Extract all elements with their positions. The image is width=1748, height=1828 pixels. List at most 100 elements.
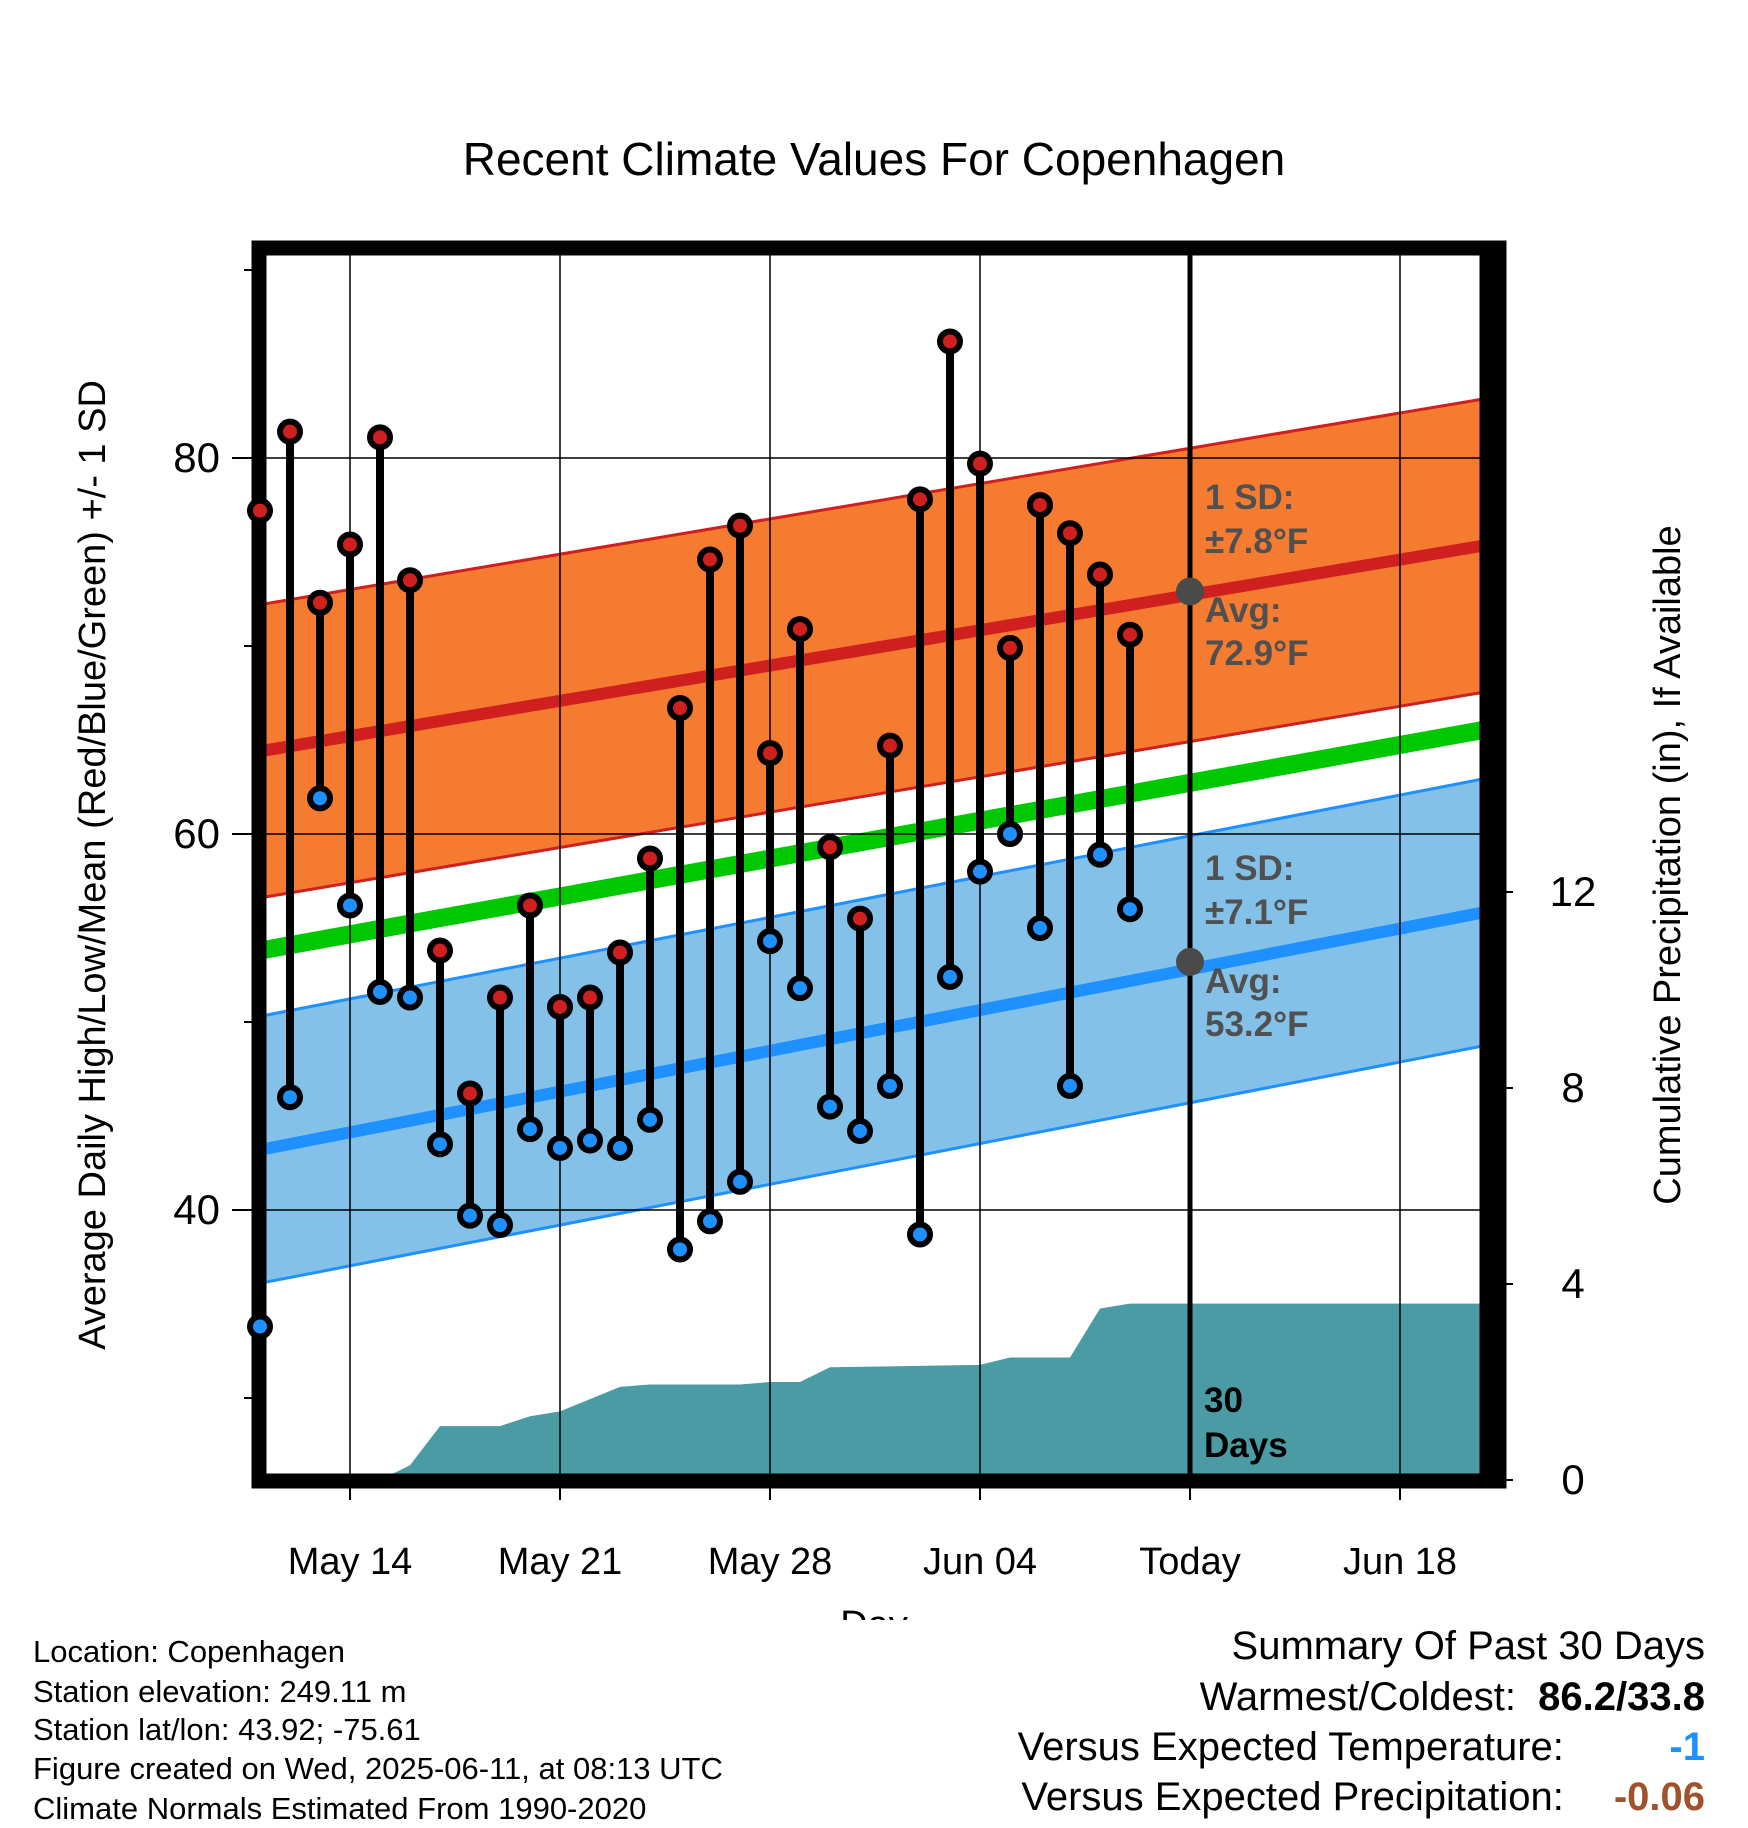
x-tick-label: Today xyxy=(1139,1541,1240,1583)
daily-low-point xyxy=(997,821,1023,847)
daily-high-point xyxy=(577,984,603,1011)
y2-axis-title: Cumulative Precipitation (in), If Availa… xyxy=(1647,525,1689,1204)
x-axis-title: Day xyxy=(840,1604,908,1620)
footer-normals: Climate Normals Estimated From 1990-2020 xyxy=(33,1791,647,1826)
high-sd-lower-line xyxy=(266,689,1491,899)
footer-latlon: Station lat/lon: 43.92; -75.61 xyxy=(33,1712,421,1747)
low-avg-label: Avg: xyxy=(1205,962,1281,1001)
daily-low-point xyxy=(397,984,423,1011)
daily-high-point xyxy=(427,937,453,964)
daily-low-point xyxy=(247,1313,273,1340)
high-avg-label: Avg: xyxy=(1205,591,1281,630)
daily-low-point xyxy=(877,1072,903,1099)
plot-area xyxy=(266,255,1493,1475)
summary-warmest-coldest: Warmest/Coldest: 86.2/33.8 xyxy=(1200,1677,1705,1717)
daily-low-point xyxy=(1057,1072,1083,1099)
daily-high-point xyxy=(727,512,753,539)
y2-tick-label: 0 xyxy=(1561,1456,1584,1503)
y-tick-label: 60 xyxy=(173,810,220,857)
daily-high-point xyxy=(397,567,423,594)
daily-low-point xyxy=(277,1084,303,1111)
daily-low-point xyxy=(697,1208,723,1235)
daily-low-point xyxy=(967,858,993,885)
daily-high-point xyxy=(1057,520,1083,547)
high-sd-label: 1 SD: xyxy=(1205,478,1294,517)
summary-temp-anomaly: Versus Expected Temperature: -1 xyxy=(1018,1727,1705,1767)
temp-anomaly-label: Versus Expected Temperature: xyxy=(1017,1725,1564,1769)
daily-low-point xyxy=(547,1134,573,1161)
daily-low-point xyxy=(1087,841,1113,868)
y-tick-label: 80 xyxy=(173,434,220,481)
low-sd-label: 1 SD: xyxy=(1205,849,1294,888)
low-sd-value: ±7.1°F xyxy=(1205,893,1308,932)
daily-high-point xyxy=(877,732,903,759)
low-sd-upper-line xyxy=(266,776,1491,1017)
daily-high-point xyxy=(847,905,873,932)
precip-anomaly-value: -0.06 xyxy=(1613,1775,1705,1819)
y2-tick-label: 8 xyxy=(1561,1064,1584,1111)
daily-high-point xyxy=(1117,621,1143,648)
daily-high-point xyxy=(307,589,333,616)
daily-high-point xyxy=(817,834,843,861)
daily-low-point xyxy=(937,963,963,990)
daily-high-point xyxy=(667,695,693,722)
daily-observations xyxy=(247,328,1143,1340)
daily-low-point xyxy=(907,1221,933,1248)
low-normal-line xyxy=(266,905,1492,1155)
daily-high-point xyxy=(1027,492,1053,518)
low-avg-value: 53.2°F xyxy=(1205,1005,1309,1044)
low-avg-marker xyxy=(1176,947,1204,976)
daily-low-point xyxy=(787,975,813,1002)
summary-heading: Summary Of Past 30 Days xyxy=(1231,1624,1705,1668)
daily-high-point xyxy=(607,939,633,966)
daily-high-point xyxy=(547,993,573,1020)
high-avg-value: 72.9°F xyxy=(1205,634,1309,673)
y2-tick-label: 12 xyxy=(1550,868,1597,915)
daily-high-point xyxy=(457,1080,483,1107)
daily-low-point xyxy=(427,1131,453,1158)
daily-high-point xyxy=(637,845,663,872)
period-label-number: 30 xyxy=(1204,1381,1243,1420)
daily-high-point xyxy=(697,546,723,573)
daily-low-point xyxy=(847,1118,873,1145)
x-tick-label: May 21 xyxy=(498,1541,623,1583)
high-sd-upper-line xyxy=(266,396,1491,606)
daily-low-point xyxy=(607,1134,633,1161)
daily-high-point xyxy=(247,497,273,524)
annotations: 1 SD: ±7.8°F Avg: 72.9°F 1 SD: ±7.1°F Avg: 53.2… xyxy=(1176,478,1309,1465)
climate-chart: Recent Climate Values For Copenhagen May… xyxy=(72,133,1689,1620)
y2-tick-label: 4 xyxy=(1561,1260,1584,1307)
daily-low-point xyxy=(367,978,393,1005)
axes: May 14 May 21 May 28 Jun 04 Today Jun 1840608… xyxy=(72,240,1689,1620)
daily-high-point xyxy=(787,616,813,643)
daily-high-point xyxy=(517,892,543,919)
x-tick-label: Jun 04 xyxy=(923,1541,1037,1583)
daily-low-point xyxy=(817,1093,843,1120)
high-sd-value: ±7.8°F xyxy=(1205,522,1308,561)
daily-high-point xyxy=(967,450,993,477)
daily-high-point xyxy=(1087,561,1113,588)
daily-low-point xyxy=(577,1127,603,1154)
daily-low-point xyxy=(307,785,333,812)
precip-anomaly-label: Versus Expected Precipitation: xyxy=(1021,1775,1564,1819)
y-tick-label: 40 xyxy=(173,1186,220,1233)
daily-low-point xyxy=(1027,915,1053,941)
temp-anomaly-value: -1 xyxy=(1669,1725,1705,1769)
high-avg-marker xyxy=(1176,577,1204,606)
daily-low-point xyxy=(337,892,363,919)
footer-created: Figure created on Wed, 2025-06-11, at 08… xyxy=(33,1751,723,1786)
footer-elevation: Station elevation: 249.11 m xyxy=(33,1674,407,1709)
daily-high-point xyxy=(997,634,1023,661)
warmest-coldest-label: Warmest/Coldest: xyxy=(1199,1675,1516,1719)
x-tick-label: Jun 18 xyxy=(1343,1541,1457,1583)
x-tick-label: May 28 xyxy=(708,1541,833,1583)
daily-low-point xyxy=(667,1236,693,1263)
precip-area xyxy=(266,1303,1490,1475)
y-axis-title: Average Daily High/Low/Mean (Red/Blue/Gr… xyxy=(72,380,114,1350)
mean-normal-line xyxy=(266,719,1492,959)
daily-high-point xyxy=(907,486,933,513)
warmest-coldest-value: 86.2/33.8 xyxy=(1538,1675,1705,1719)
daily-low-point xyxy=(757,928,783,955)
x-tick-label: May 14 xyxy=(288,1541,413,1583)
daily-high-point xyxy=(367,424,393,451)
